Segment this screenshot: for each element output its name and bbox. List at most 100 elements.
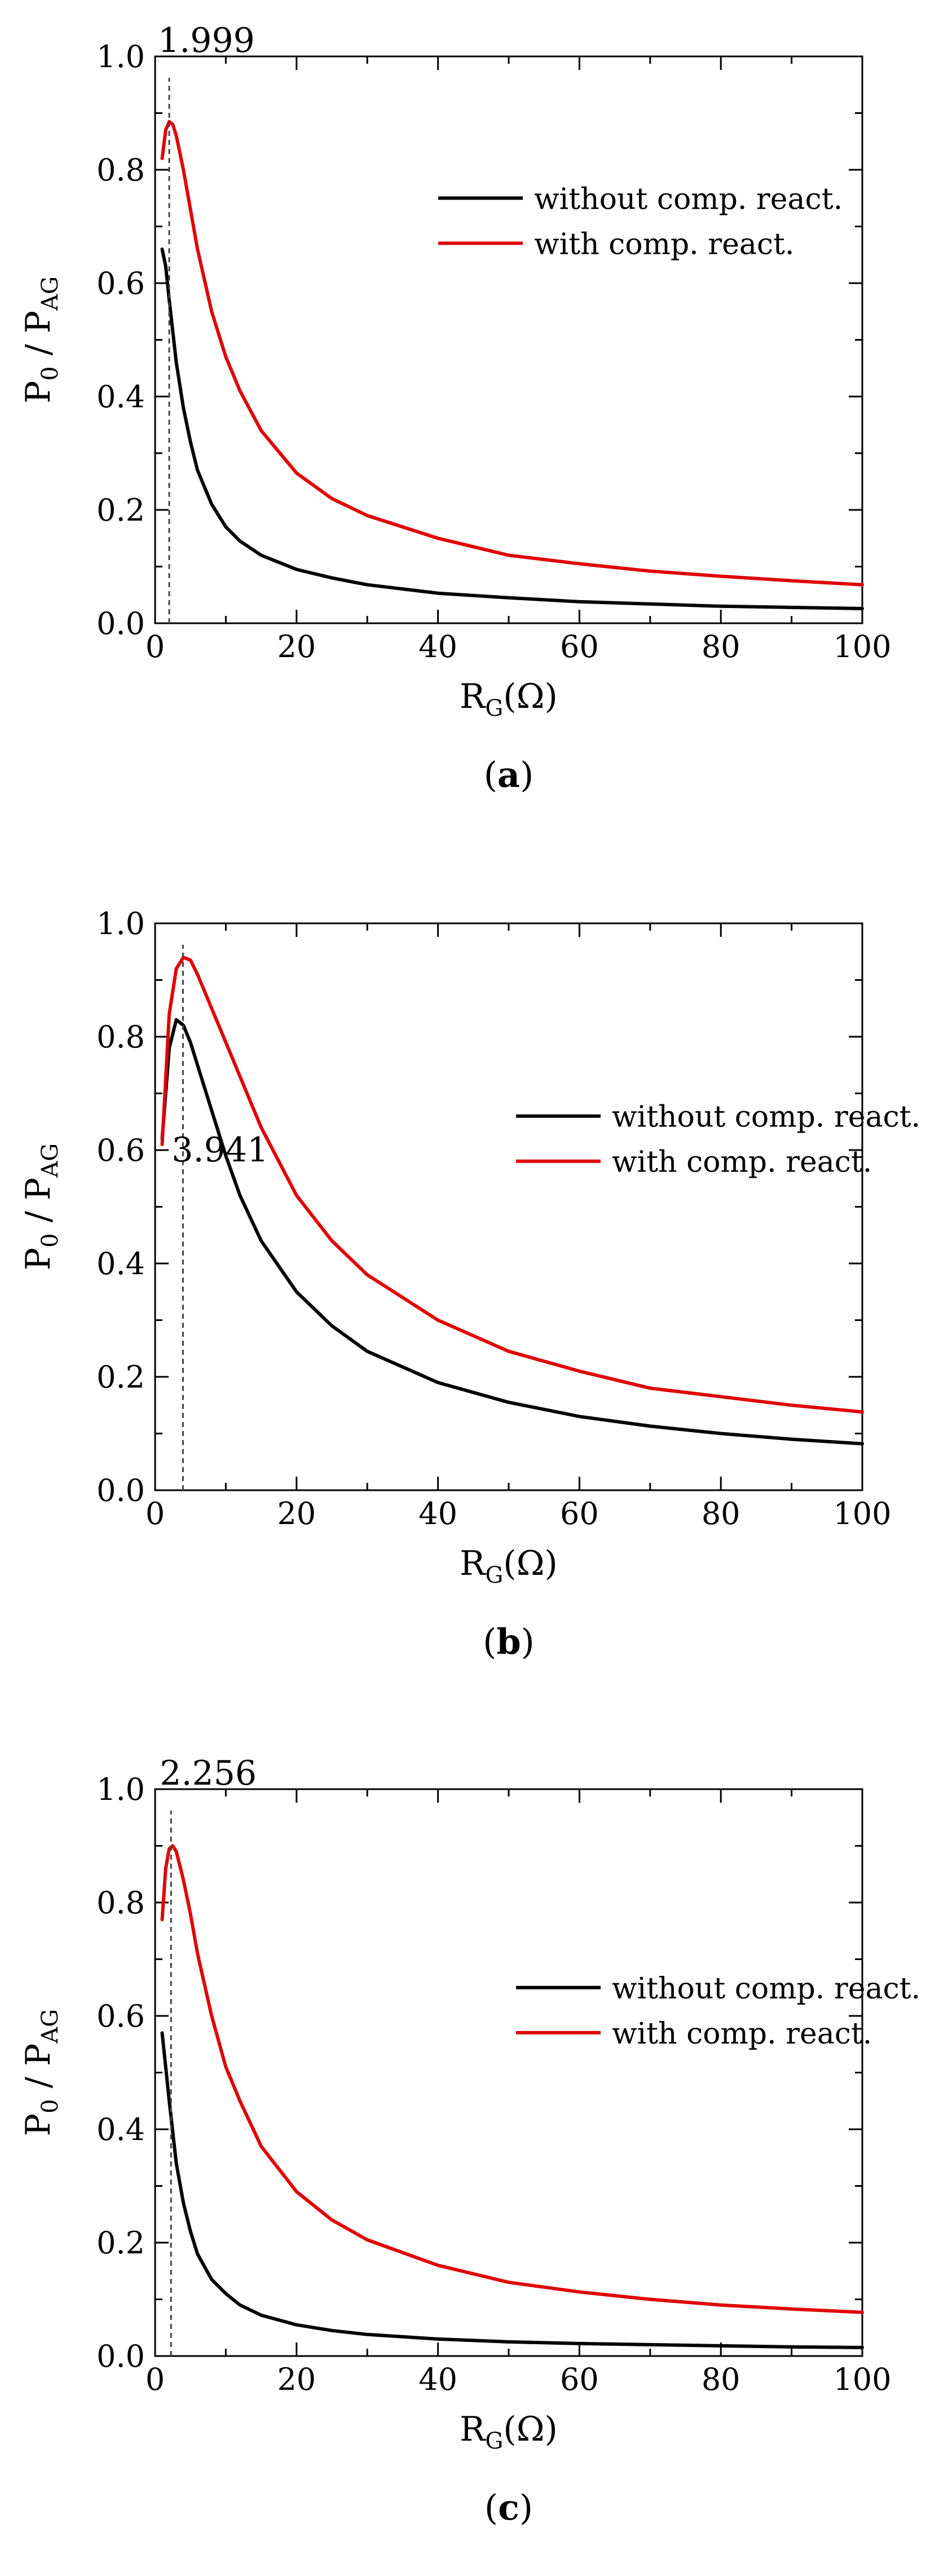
y-tick-label: 1.0 xyxy=(96,906,145,941)
y-axis-label-den-subscript: AG xyxy=(37,1143,63,1178)
y-axis-label-num: P xyxy=(19,1248,58,1270)
legend: without comp. react. with comp. react. xyxy=(438,182,843,261)
y-tick-label: 0.4 xyxy=(96,379,145,415)
chart-panel-a: 0 20 40 60 80 100 0.0 0.2 0.4 0.6 0.8 1.0 RG(Ω) P0 / … xyxy=(19,21,892,795)
y-axis-label: P0 / PAG xyxy=(19,2009,63,2136)
legend-label-1: with comp. react. xyxy=(612,2017,872,2051)
x-tick-label: 100 xyxy=(833,629,891,664)
y-tick-label: 0.6 xyxy=(96,266,145,301)
panel-caption-open: ( xyxy=(483,1621,496,1662)
panel-caption: (c) xyxy=(484,2487,533,2528)
x-axis-label: RG(Ω) xyxy=(460,1544,558,1588)
y-axis-label-separator: / xyxy=(19,2066,58,2099)
x-tick-label: 0 xyxy=(146,629,165,664)
y-tick-label: 0.0 xyxy=(96,1473,145,1508)
panel-caption: (a) xyxy=(484,754,534,795)
x-tick-label: 0 xyxy=(146,1496,165,1531)
x-tick-label: 40 xyxy=(418,629,457,664)
x-tick-label: 20 xyxy=(277,1496,316,1531)
legend-label-1: with comp. react. xyxy=(534,227,794,261)
x-tick-label: 60 xyxy=(560,2362,599,2397)
plot-frame xyxy=(154,1788,863,2357)
y-tick-label: 0.2 xyxy=(96,2225,145,2261)
y-axis-label-num-subscript: 0 xyxy=(37,2099,63,2113)
panel-caption-close: ) xyxy=(519,2487,533,2528)
y-axis-label-num: P xyxy=(19,2113,58,2136)
optimum-marker-label: 3.941 xyxy=(171,1130,268,1170)
y-axis-label-den: P xyxy=(19,1178,58,1200)
x-axis-label-subscript: G xyxy=(485,2428,503,2454)
y-tick-label: 1.0 xyxy=(96,1772,145,1807)
y-axis-label-num-subscript: 0 xyxy=(37,1233,63,1247)
y-axis-label: P0 / PAG xyxy=(19,1143,63,1270)
x-axis-label-subscript: G xyxy=(485,695,503,721)
x-tick-label: 80 xyxy=(702,629,740,664)
y-axis-label-den-subscript: AG xyxy=(37,2009,63,2044)
y-tick-label: 0.4 xyxy=(96,2112,145,2147)
panel-caption-letter: b xyxy=(496,1621,521,1662)
y-axis-label-separator: / xyxy=(19,333,58,366)
panel-caption-open: ( xyxy=(484,2487,498,2528)
y-tick-label: 0.8 xyxy=(96,152,145,188)
legend: without comp. react. with comp. react. xyxy=(516,1972,920,2051)
panel-caption-close: ) xyxy=(520,754,534,795)
x-axis-label: RG(Ω) xyxy=(460,677,558,721)
x-tick-label: 60 xyxy=(560,629,599,664)
y-tick-label: 1.0 xyxy=(96,39,145,74)
series-line-1 xyxy=(160,1844,864,2314)
x-axis-label-unit: (Ω) xyxy=(503,1544,558,1583)
y-axis-label-num-subscript: 0 xyxy=(37,366,63,380)
legend-label-0: without comp. react. xyxy=(612,1972,920,2006)
y-tick-label: 0.0 xyxy=(96,2339,145,2374)
x-tick-label: 100 xyxy=(833,2362,891,2397)
y-axis-label-den-subscript: AG xyxy=(37,276,63,311)
y-axis-label-separator: / xyxy=(19,1200,58,1233)
legend-label-0: without comp. react. xyxy=(612,1100,920,1134)
x-axis-label-main: R xyxy=(460,677,486,716)
x-tick-label: 40 xyxy=(418,1496,457,1531)
x-tick-label: 0 xyxy=(146,2362,165,2397)
x-axis-label-unit: (Ω) xyxy=(503,677,558,716)
x-axis-label-main: R xyxy=(460,1544,486,1583)
panel-caption-close: ) xyxy=(521,1621,535,1662)
x-axis-label-subscript: G xyxy=(485,1562,503,1588)
legend: without comp. react. with comp. react. xyxy=(516,1100,920,1179)
series-line-0 xyxy=(160,2031,864,2349)
panel-caption-open: ( xyxy=(484,754,497,795)
legend-label-1: with comp. react. xyxy=(612,1146,872,1179)
x-tick-label: 20 xyxy=(277,629,316,664)
y-tick-label: 0.6 xyxy=(96,1998,145,2034)
optimum-marker-label: 1.999 xyxy=(158,21,255,60)
y-tick-label: 0.4 xyxy=(96,1246,145,1282)
y-axis-label-den: P xyxy=(19,2044,58,2066)
panel-caption-letter: c xyxy=(498,2487,519,2528)
y-tick-label: 0.6 xyxy=(96,1133,145,1168)
x-axis-label-main: R xyxy=(460,2410,486,2449)
x-tick-label: 100 xyxy=(833,1496,891,1531)
chart-panel-b: 0 20 40 60 80 100 0.0 0.2 0.4 0.6 0.8 1.0 RG(Ω) P0 / … xyxy=(19,906,920,1662)
plot-frame xyxy=(154,55,863,624)
x-tick-label: 80 xyxy=(702,1496,740,1531)
series-line-1 xyxy=(160,955,864,1414)
series-line-1 xyxy=(160,120,864,587)
series-line-0 xyxy=(160,1018,864,1446)
y-tick-label: 0.8 xyxy=(96,1885,145,1921)
plot-frame xyxy=(154,922,863,1491)
chart-panel-c: 0 20 40 60 80 100 0.0 0.2 0.4 0.6 0.8 1.0 RG(Ω) P0 / … xyxy=(19,1754,920,2528)
y-axis-label-num: P xyxy=(19,381,58,403)
panel-caption: (b) xyxy=(483,1621,535,1662)
optimum-marker-label: 2.256 xyxy=(160,1754,257,1793)
legend-label-0: without comp. react. xyxy=(534,182,843,216)
x-tick-label: 80 xyxy=(702,2362,740,2397)
x-tick-label: 40 xyxy=(418,2362,457,2397)
y-axis-label: P0 / PAG xyxy=(19,276,63,403)
y-tick-label: 0.0 xyxy=(96,606,145,641)
panel-caption-letter: a xyxy=(497,754,520,795)
y-tick-label: 0.2 xyxy=(96,492,145,528)
series-line-0 xyxy=(160,247,864,610)
x-tick-label: 20 xyxy=(277,2362,316,2397)
x-axis-label-unit: (Ω) xyxy=(503,2410,558,2449)
y-tick-label: 0.2 xyxy=(96,1359,145,1395)
x-axis-label: RG(Ω) xyxy=(460,2410,558,2454)
